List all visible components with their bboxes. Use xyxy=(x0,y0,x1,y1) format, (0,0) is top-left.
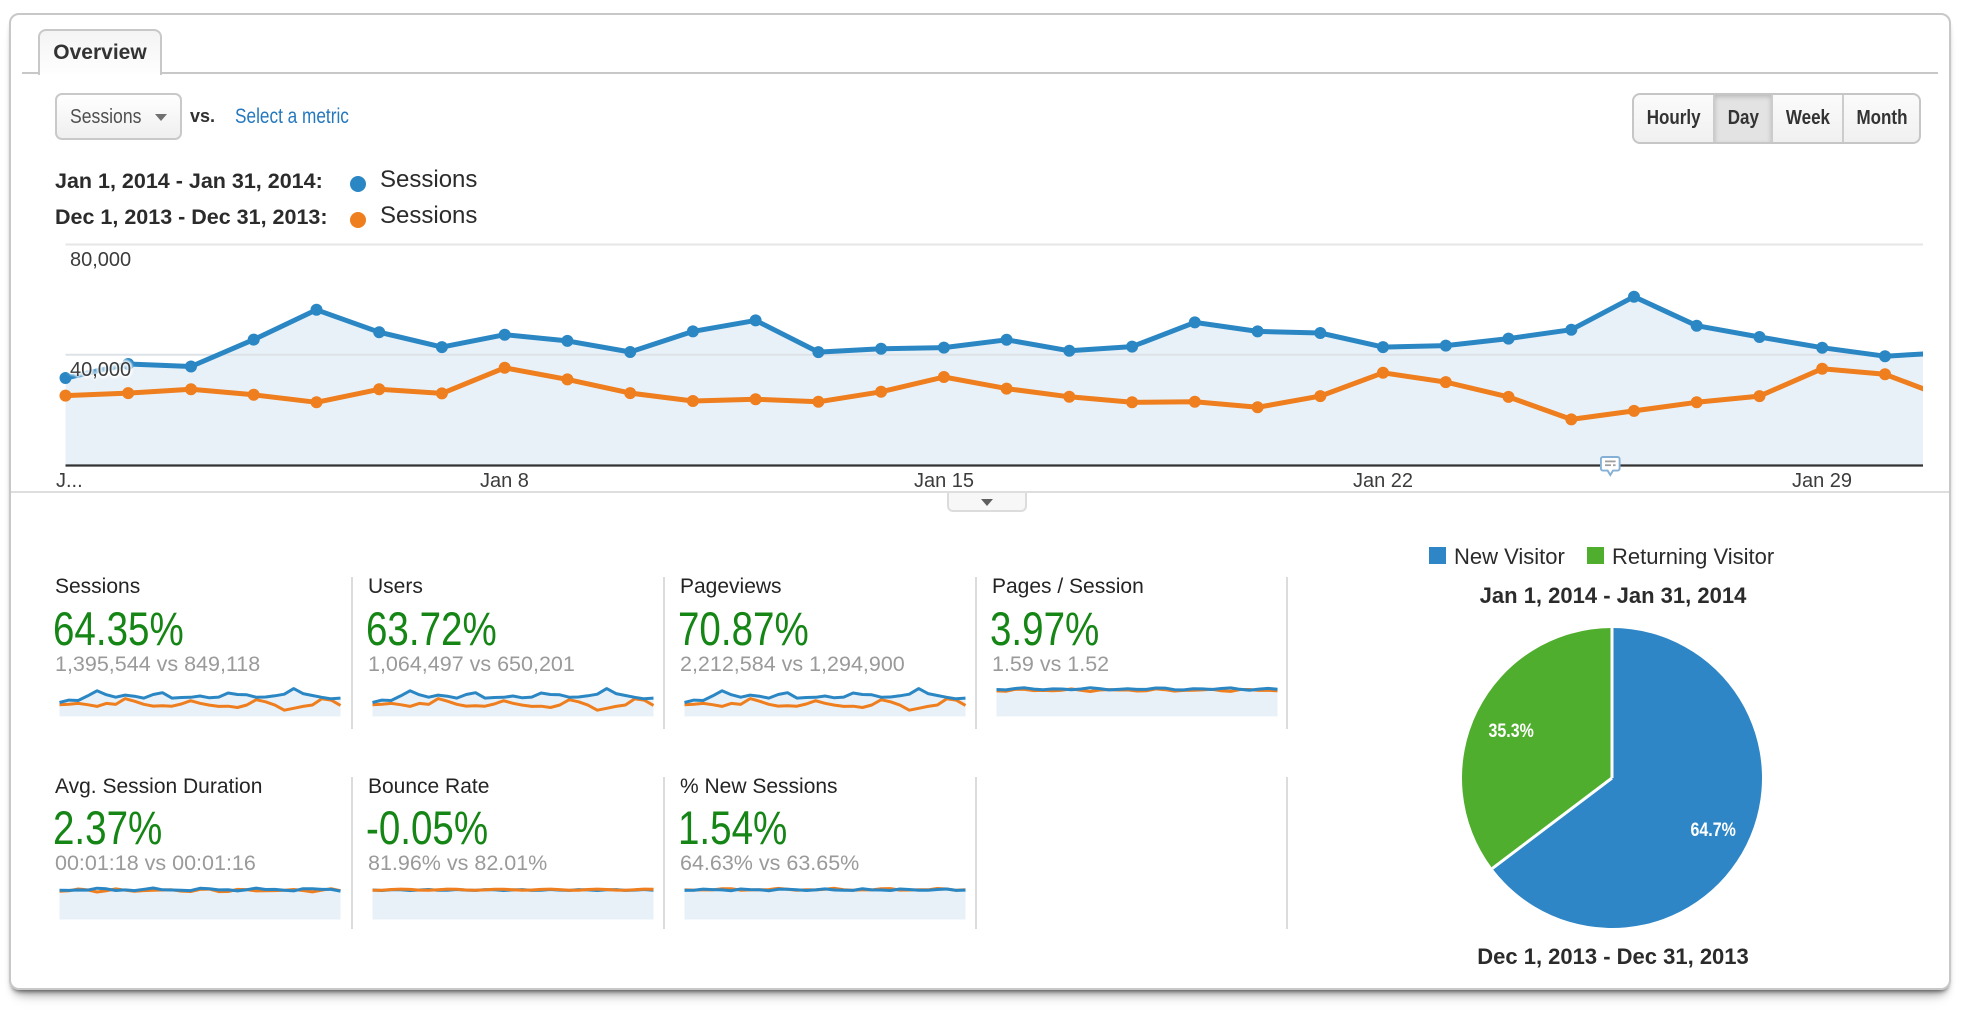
svg-text:35.3%: 35.3% xyxy=(1489,720,1534,742)
svg-text:64.7%: 64.7% xyxy=(1691,819,1736,841)
